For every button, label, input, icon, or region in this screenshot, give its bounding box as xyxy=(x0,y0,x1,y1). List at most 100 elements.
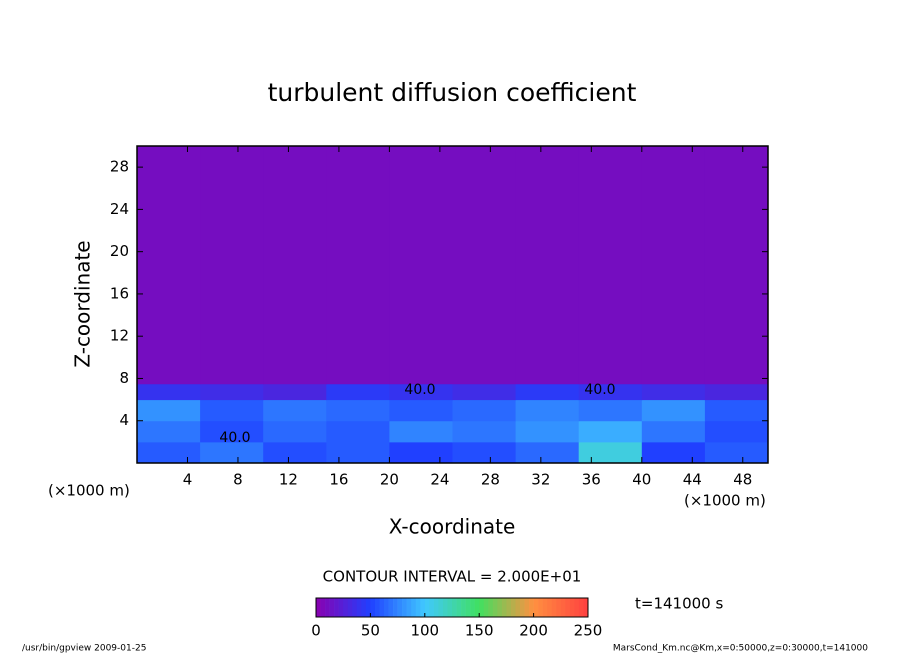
colorbar-segment xyxy=(551,598,557,617)
field-cell xyxy=(326,383,390,401)
colorbar-segment xyxy=(316,598,321,617)
field-cell xyxy=(641,420,706,443)
y-tick-label: 16 xyxy=(110,284,129,302)
colorbar-segment xyxy=(524,598,530,617)
colorbar-segment xyxy=(402,598,407,617)
y-tick-label: 24 xyxy=(110,200,129,218)
x-tick-label: 32 xyxy=(531,471,550,489)
field-cell xyxy=(452,383,517,401)
x-tick-label: 28 xyxy=(481,471,500,489)
field-cell xyxy=(641,383,706,401)
colorbar-frame xyxy=(315,597,589,618)
field-cell xyxy=(200,146,264,385)
field-cell xyxy=(452,146,517,385)
colorbar-segment xyxy=(338,598,344,617)
colorbar-segment xyxy=(356,598,362,617)
x-tick-label: 20 xyxy=(380,471,399,489)
colorbar-segment xyxy=(560,598,566,617)
y-tick-label: 4 xyxy=(119,411,129,429)
colorbar-segment xyxy=(556,598,562,617)
colorbar-tick-label: 50 xyxy=(361,622,380,640)
x-tick-label: 44 xyxy=(683,471,702,489)
colorbar-segment xyxy=(569,598,575,617)
colorbar-segment xyxy=(492,598,498,617)
field-cell xyxy=(263,383,327,401)
field-cell xyxy=(137,383,201,401)
colorbar-segment xyxy=(352,598,358,617)
colorbar-segment xyxy=(429,598,435,617)
field-cell xyxy=(515,399,580,422)
contour-interval: CONTOUR INTERVAL = 2.000E+01 xyxy=(323,568,582,586)
colorbar-segment xyxy=(583,598,589,617)
colorbar-segment xyxy=(411,598,417,617)
field-cell xyxy=(515,383,580,401)
field-cell xyxy=(263,146,327,385)
field-cell xyxy=(389,146,453,385)
x-tick-label: 24 xyxy=(430,471,449,489)
colorbar-segment xyxy=(488,598,494,617)
field-cell xyxy=(641,399,706,422)
y-tick-label: 12 xyxy=(110,327,129,345)
time-label: t=141000 s xyxy=(635,595,723,613)
colorbar-segment xyxy=(379,598,385,617)
colorbar-segment xyxy=(334,598,339,617)
field-cell xyxy=(326,441,390,464)
colorbar-segment xyxy=(442,598,448,617)
colorbar-segment xyxy=(325,598,330,617)
field-cell xyxy=(704,383,769,401)
colorbar-tick-label: 250 xyxy=(574,622,603,640)
x-axis-label: X-coordinate xyxy=(389,515,516,539)
field-cell xyxy=(263,441,327,464)
colorbar-tick-label: 0 xyxy=(311,622,321,640)
colorbar-segment xyxy=(329,598,335,617)
colorbar-segment xyxy=(465,598,471,617)
y-axis-label: Z-coordinate xyxy=(71,240,95,367)
colorbar-segment xyxy=(415,598,421,617)
colorbar-segment xyxy=(397,598,403,617)
colorbar-segment xyxy=(529,598,534,617)
colorbar-segment xyxy=(479,598,485,617)
colorbar-segment xyxy=(320,598,326,617)
field-cell xyxy=(389,399,453,422)
colorbar-segment xyxy=(384,598,389,617)
field-cell xyxy=(704,441,769,464)
colorbar-tick-label: 200 xyxy=(519,622,548,640)
field-cell xyxy=(200,441,264,464)
colorbar-segment xyxy=(542,598,548,617)
field-cell xyxy=(704,399,769,422)
colorbar-segment xyxy=(515,598,521,617)
field-cell xyxy=(263,420,327,443)
field-cell xyxy=(578,146,643,385)
colorbar-segment xyxy=(424,598,430,617)
field-cell xyxy=(200,383,264,401)
colorbar-segment xyxy=(578,598,584,617)
field-cell xyxy=(137,420,201,443)
x-unit: (×1000 m) xyxy=(684,492,766,510)
footer-left: /usr/bin/gpview 2009-01-25 xyxy=(22,644,146,654)
colorbar-segment xyxy=(374,598,380,617)
colorbar-segment xyxy=(520,598,525,617)
footer-right: MarsCond_Km.nc@Km,x=0:50000,z=0:30000,t=… xyxy=(613,644,868,654)
colorbar-segment xyxy=(420,598,426,617)
colorbar-segment xyxy=(343,598,349,617)
field-cell xyxy=(515,441,580,464)
colorbar-segment xyxy=(393,598,398,617)
field-cell xyxy=(326,146,390,385)
x-tick-label: 48 xyxy=(733,471,752,489)
field-cell xyxy=(452,420,517,443)
field-cell xyxy=(137,146,201,385)
field-cell xyxy=(578,441,643,464)
field-cell xyxy=(515,146,580,385)
field-cell xyxy=(389,383,453,401)
colorbar-segment xyxy=(406,598,412,617)
x-tick-label: 4 xyxy=(183,471,193,489)
contour-label: 40.0 xyxy=(404,382,435,398)
field-cell xyxy=(452,441,517,464)
field-cell xyxy=(578,399,643,422)
colorbar-segment xyxy=(501,598,507,617)
field-cell xyxy=(578,383,643,401)
field-cell xyxy=(389,441,453,464)
x-tick-label: 36 xyxy=(582,471,601,489)
field-cell xyxy=(704,146,769,385)
